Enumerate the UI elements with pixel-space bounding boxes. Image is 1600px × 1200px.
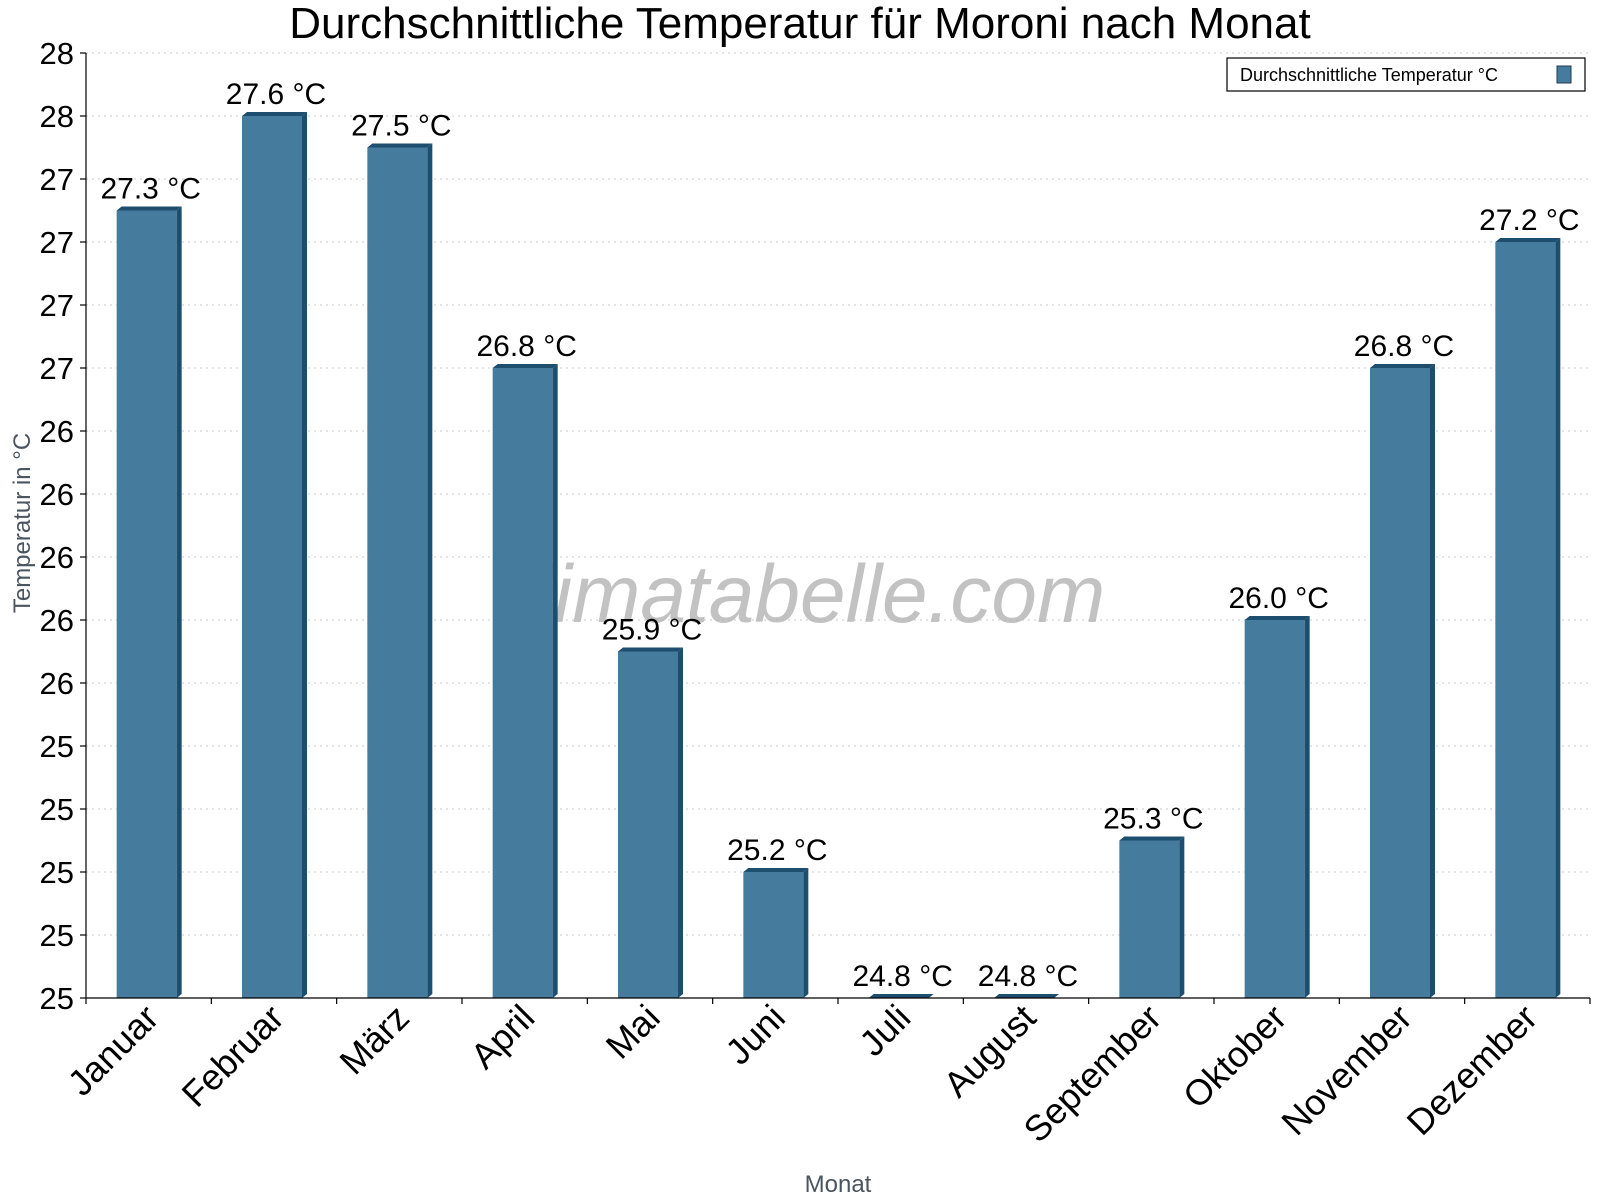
x-tick-labels: Januar Februar März April Mai Juni Juli AugustS… — [59, 997, 1545, 1151]
bar — [1244, 620, 1305, 998]
bar — [618, 651, 678, 998]
bar-side — [1304, 616, 1310, 998]
bar — [743, 872, 804, 998]
y-tick-label: 25 — [40, 729, 74, 764]
bar — [492, 368, 553, 998]
bar-side — [176, 206, 182, 998]
axes — [80, 52, 1591, 1004]
x-tick-label: Juni — [717, 997, 793, 1073]
bar-top — [618, 647, 683, 652]
x-tick-label: April — [462, 997, 542, 1077]
x-axis-title: Monat — [805, 1171, 872, 1198]
x-tick-label: Januar — [59, 997, 166, 1104]
bar-top — [242, 112, 307, 116]
bar-side — [1555, 238, 1561, 998]
y-tick-label: 28 — [40, 99, 74, 134]
y-tick-label: 26 — [40, 477, 74, 512]
y-tick-label: 26 — [40, 666, 74, 701]
bar-top — [1119, 836, 1185, 841]
y-tick-label: 25 — [40, 918, 74, 953]
bar-side — [803, 868, 809, 998]
bar-top — [868, 994, 934, 998]
legend: Durchschnittliche Temperatur °C — [1226, 57, 1586, 92]
legend-swatch — [1556, 65, 1572, 84]
legend-label: Durchschnittliche Temperatur °C — [1240, 65, 1498, 85]
y-tick-labels: 25 25 25 25 25 26 26 26 26 26 27 27 27 27 28 28 — [40, 36, 74, 1016]
bar-side — [302, 112, 307, 998]
data-label: 27.6 °C — [226, 78, 326, 111]
data-label: 24.8 °C — [852, 960, 952, 993]
bar — [1370, 368, 1430, 998]
y-tick-label: 25 — [40, 855, 74, 890]
data-label: 27.2 °C — [1479, 204, 1579, 237]
data-label: 25.3 °C — [1103, 803, 1203, 836]
y-tick-label: 28 — [40, 36, 74, 71]
bar-side — [552, 364, 558, 998]
bar-top — [1244, 616, 1310, 620]
x-tick-label: März — [331, 997, 417, 1083]
data-label: 26.8 °C — [1354, 330, 1454, 363]
chart-title: Durchschnittliche Temperatur für Moroni … — [289, 0, 1310, 48]
bar — [116, 210, 177, 998]
y-tick-label: 27 — [40, 288, 74, 323]
x-tick-label: Februar — [174, 997, 292, 1115]
bar — [367, 147, 428, 998]
data-label: 26.0 °C — [1228, 582, 1328, 615]
bar-top — [743, 868, 809, 872]
bar-side — [1430, 364, 1435, 998]
bar-top — [1495, 238, 1561, 242]
legend-box — [1226, 57, 1586, 92]
x-tick-label: September — [1015, 997, 1169, 1151]
y-tick-label: 25 — [40, 981, 74, 1016]
y-tick-label: 26 — [40, 540, 74, 575]
gridlines — [86, 52, 1590, 936]
x-tick-label: Dezember — [1399, 997, 1545, 1143]
data-label: 25.2 °C — [727, 834, 827, 867]
data-label: 27.3 °C — [100, 173, 200, 206]
bar-side — [678, 647, 683, 998]
bars — [116, 112, 1561, 998]
data-label: 26.8 °C — [476, 330, 576, 363]
bar-top — [994, 994, 1059, 998]
data-labels: 27.3 °C 27.6 °C 27.5 °C 26.8 °C 25.9 °C 25.2 … — [100, 78, 1579, 993]
bar-top — [367, 143, 433, 148]
x-tick-label: Mai — [598, 997, 668, 1067]
bar-top — [116, 206, 182, 211]
bar — [1495, 242, 1556, 998]
data-label: 25.9 °C — [602, 614, 702, 647]
y-tick-label: 25 — [40, 792, 74, 827]
bar-side — [427, 143, 433, 998]
y-tick-label: 27 — [40, 162, 74, 197]
bar-top — [1370, 364, 1435, 368]
x-tick-label: Oktober — [1175, 997, 1295, 1117]
data-label: 24.8 °C — [978, 960, 1078, 993]
y-tick-label: 26 — [40, 414, 74, 449]
bar — [242, 116, 302, 998]
x-tick-label: August — [935, 997, 1043, 1105]
y-tick-label: 26 — [40, 603, 74, 638]
bar — [1119, 840, 1180, 998]
bar-top — [492, 364, 558, 368]
x-tick-label: November — [1273, 997, 1419, 1143]
data-label: 27.5 °C — [351, 110, 451, 143]
y-tick-label: 27 — [40, 351, 74, 386]
bar-side — [1179, 836, 1185, 998]
x-tick-label: Juli — [851, 997, 918, 1064]
y-axis-title: Temperatur in °C — [9, 433, 36, 613]
watermark: klimatabelle.com — [495, 549, 1106, 640]
y-tick-label: 27 — [40, 225, 74, 260]
